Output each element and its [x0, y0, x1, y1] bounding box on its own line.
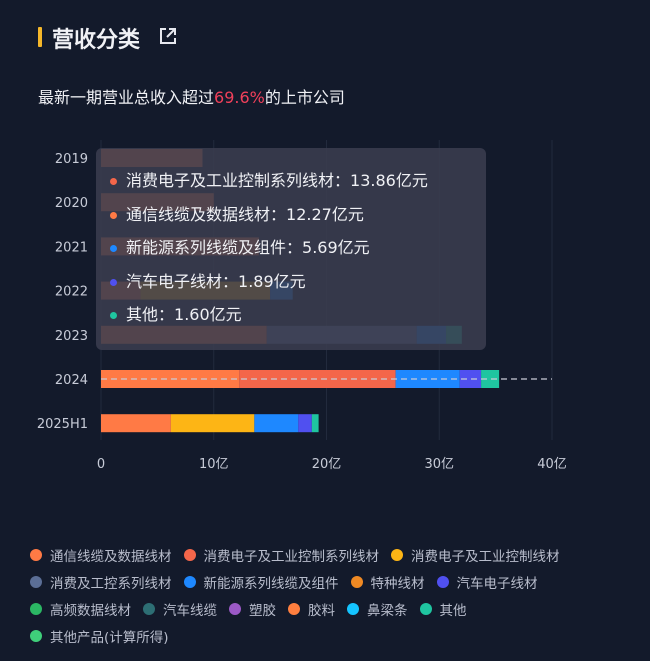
- series-dot-icon: [110, 278, 117, 286]
- subtitle-highlight: 69.6%: [214, 88, 265, 107]
- tooltip-item: 其他：1.60亿元: [110, 301, 242, 325]
- tooltip-value: 5.69亿元: [302, 238, 370, 257]
- series-dot-icon: [110, 245, 117, 252]
- legend-label: 鼻梁条: [367, 602, 408, 619]
- tooltip-item: 通信线缆及数据线材：12.27亿元: [110, 201, 364, 225]
- tooltip-label: 消费电子及工业控制系列线材：: [126, 171, 351, 190]
- tooltip-item: 消费电子及工业控制系列线材：13.86亿元: [110, 167, 428, 191]
- x-tick-label: 10亿: [199, 457, 229, 472]
- tooltip-value: 1.89亿元: [238, 271, 306, 291]
- bar-segment: [254, 414, 299, 433]
- legend-dot-icon: [229, 602, 241, 615]
- x-tick-label: 0: [97, 457, 105, 472]
- tooltip-label: 汽车电子线材：: [126, 271, 239, 291]
- tooltip-value: 12.27亿元: [286, 204, 364, 224]
- tooltip-label: 新能源系列线缆及组件：: [126, 238, 303, 257]
- legend-item[interactable]: 汽车线缆: [143, 599, 217, 619]
- legend-label: 消费电子及工业控制线材: [411, 548, 560, 565]
- legend-item[interactable]: 特种线材: [350, 572, 425, 592]
- legend-row: 通信线缆及数据线材 消费电子及工业控制系列线材 消费电子及工业控制线材: [30, 541, 640, 568]
- legend-dot-icon: [347, 602, 359, 615]
- page-title: 营收分类: [52, 28, 141, 53]
- legend-dot-icon: [183, 575, 196, 588]
- tooltip-value: 1.60亿元: [174, 305, 242, 324]
- legend-label: 高频数据线材: [50, 602, 131, 619]
- bar-segment: [459, 370, 482, 388]
- legend-label: 汽车电子线材: [456, 575, 538, 592]
- legend-row: 消费及工控系列线材 新能源系列线缆及组件 特种线材 汽车电子线材: [30, 568, 640, 595]
- bar-segment: [170, 414, 255, 433]
- legend-label: 通信线缆及数据线材: [50, 548, 172, 565]
- legend-item[interactable]: 新能源系列线缆及组件: [183, 572, 339, 592]
- legend-dot-icon: [350, 575, 363, 588]
- subtitle: 最新一期营业总收入超过69.6%的上市公司: [38, 84, 345, 108]
- legend-item[interactable]: 消费电子及工业控制线材: [391, 545, 560, 565]
- bar-segment: [311, 414, 319, 433]
- legend-dot-icon: [391, 548, 403, 561]
- series-dot-icon: [110, 312, 117, 319]
- y-tick-label: 2021: [55, 240, 88, 255]
- tooltip-label: 其他：: [126, 305, 175, 324]
- legend-row: 高频数据线材 汽车线缆 塑胶 胶料 鼻梁条 其他: [30, 595, 640, 622]
- legend-item[interactable]: 其他产品(计算所得): [30, 626, 169, 646]
- x-tick-label: 40亿: [537, 457, 567, 472]
- legend-item[interactable]: 其他: [419, 599, 467, 619]
- legend-label: 塑胶: [249, 602, 276, 619]
- bar-segment: [101, 370, 240, 388]
- chart-tooltip: 消费电子及工业控制系列线材：13.86亿元 通信线缆及数据线材：12.27亿元 新能…: [96, 148, 486, 350]
- legend-dot-icon: [288, 602, 300, 615]
- legend-label: 特种线材: [370, 575, 425, 592]
- tooltip-item: 新能源系列线缆及组件：5.69亿元: [110, 234, 370, 258]
- legend-row: 其他产品(计算所得): [30, 622, 640, 649]
- legend-item[interactable]: 高频数据线材: [30, 599, 131, 619]
- bar-segment: [481, 370, 500, 388]
- y-tick-label: 2025H1: [37, 417, 88, 432]
- y-tick-label: 2024: [55, 373, 88, 388]
- legend-dot-icon: [30, 548, 42, 561]
- legend-item[interactable]: 鼻梁条: [347, 599, 408, 619]
- legend-dot-icon: [183, 548, 196, 561]
- bar-segment: [239, 370, 396, 388]
- y-tick-label: 2023: [55, 329, 88, 344]
- legend-label: 消费电子及工业控制系列线材: [203, 548, 380, 565]
- subtitle-prefix: 最新一期营业总收入超过: [38, 88, 215, 107]
- legend-label: 消费及工控系列线材: [50, 575, 172, 592]
- subtitle-suffix: 的上市公司: [264, 88, 345, 107]
- legend-label: 汽车线缆: [163, 602, 217, 619]
- legend-dot-icon: [30, 575, 42, 588]
- legend-item[interactable]: 胶料: [288, 599, 335, 619]
- bar-segment: [298, 414, 312, 433]
- legend-dot-icon: [419, 602, 432, 615]
- bar-segment: [101, 414, 171, 433]
- legend-dot-icon: [30, 629, 42, 642]
- series-dot-icon: [110, 178, 117, 185]
- x-tick-label: 30亿: [424, 457, 454, 472]
- series-dot-icon: [110, 211, 117, 219]
- bar-segment: [395, 370, 460, 388]
- external-link-icon[interactable]: [158, 26, 178, 46]
- legend-dot-icon: [143, 602, 155, 615]
- legend-item[interactable]: 塑胶: [229, 599, 276, 619]
- legend-item[interactable]: 汽车电子线材: [436, 572, 538, 592]
- legend-dot-icon: [436, 575, 449, 588]
- legend-label: 新能源系列线缆及组件: [203, 575, 339, 592]
- tooltip-item: 汽车电子线材：1.89亿元: [110, 268, 306, 292]
- title-accent: [38, 27, 42, 47]
- y-tick-label: 2022: [55, 285, 88, 300]
- legend-label: 其他产品(计算所得): [50, 629, 169, 646]
- y-tick-label: 2019: [55, 152, 88, 167]
- y-tick-label: 2020: [55, 196, 88, 211]
- tooltip-value: 13.86亿元: [350, 171, 428, 190]
- legend-dot-icon: [30, 602, 42, 615]
- tooltip-label: 通信线缆及数据线材：: [126, 204, 287, 224]
- chart-legend: 通信线缆及数据线材 消费电子及工业控制系列线材 消费电子及工业控制线材消费及工控系列…: [30, 541, 640, 649]
- legend-label: 其他: [439, 602, 467, 619]
- legend-item[interactable]: 通信线缆及数据线材: [30, 545, 172, 565]
- legend-item[interactable]: 消费电子及工业控制系列线材: [183, 545, 380, 565]
- legend-label: 胶料: [308, 602, 335, 619]
- legend-item[interactable]: 消费及工控系列线材: [30, 572, 172, 592]
- x-tick-label: 20亿: [312, 457, 342, 472]
